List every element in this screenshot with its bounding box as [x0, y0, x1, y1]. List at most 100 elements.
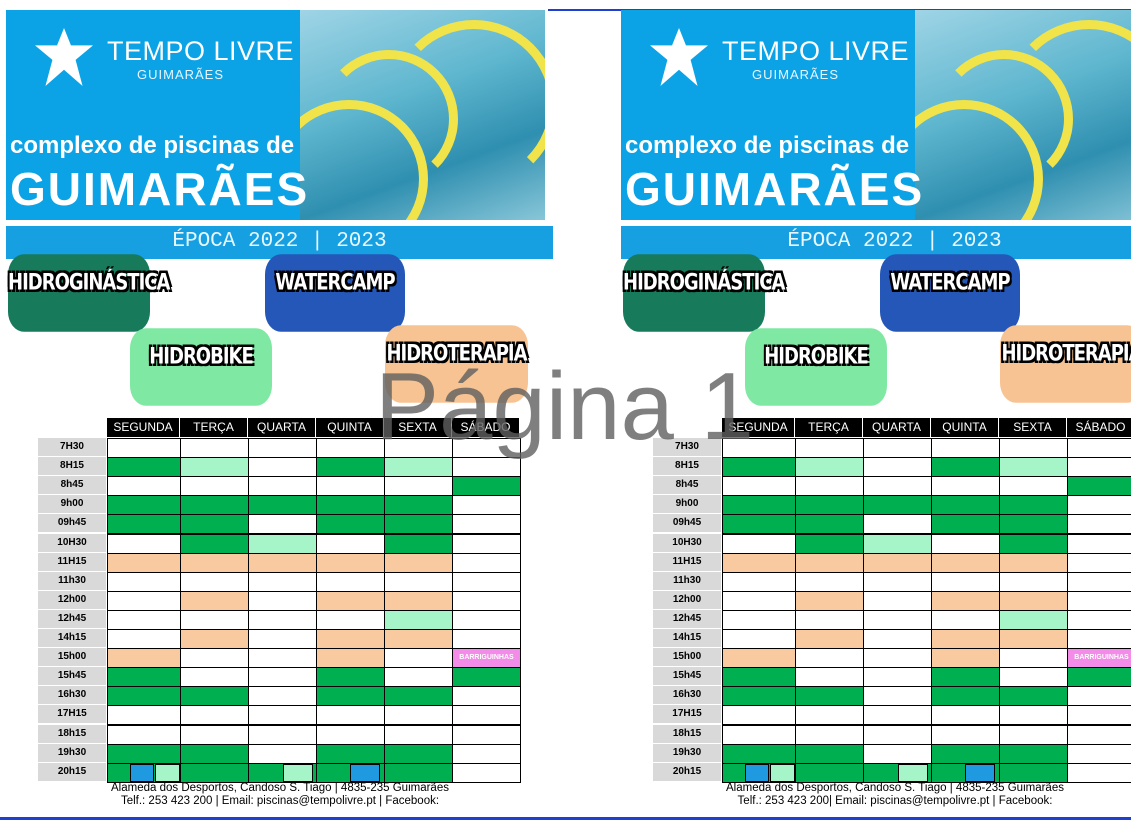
activity-badge: HIDROBIKE — [130, 328, 272, 406]
schedule-cell — [863, 686, 932, 707]
schedule-cell — [384, 686, 453, 707]
schedule-cell — [722, 476, 796, 497]
schedule-cell — [1067, 533, 1131, 554]
schedule-slot — [965, 763, 995, 782]
schedule-cell — [107, 457, 181, 478]
time-label: 20h15 — [653, 762, 721, 782]
schedule-cell — [931, 705, 1000, 726]
schedule-cell — [863, 476, 932, 497]
schedule-cell — [863, 457, 932, 478]
schedule-cell — [1067, 495, 1131, 516]
schedule-cell — [316, 609, 385, 630]
photo-detail — [915, 100, 1043, 220]
schedule-cell — [452, 686, 521, 707]
schedule-cell — [180, 609, 249, 630]
schedule-cell — [248, 667, 317, 688]
schedule-cell — [248, 533, 317, 554]
schedule-cell — [931, 609, 1000, 630]
day-header: TERÇA — [180, 418, 248, 437]
schedule-cell — [452, 514, 521, 535]
time-label: 09h45 — [38, 514, 106, 534]
schedule-cell — [1067, 438, 1131, 458]
time-label: 09h45 — [653, 514, 721, 534]
schedule-cell — [863, 590, 932, 611]
schedule-cell — [316, 476, 385, 497]
schedule-cell — [795, 590, 864, 611]
schedule-cell — [384, 609, 453, 630]
schedule-cell — [722, 514, 796, 535]
time-label: 20h15 — [38, 762, 106, 782]
schedule-slot — [745, 763, 769, 782]
schedule-cell — [107, 514, 181, 535]
schedule-cell — [180, 438, 249, 458]
time-label: 15h00 — [653, 648, 721, 668]
schedule-cell — [931, 552, 1000, 573]
schedule-cell — [795, 457, 864, 478]
schedule-cell — [107, 648, 181, 669]
schedule-cell — [931, 629, 1000, 649]
day-header: QUARTA — [863, 418, 931, 437]
time-label: 17H15 — [653, 705, 721, 725]
activity-badge: HIDROTERAPIA — [385, 325, 528, 403]
schedule-cell — [452, 724, 521, 745]
schedule-cell — [384, 762, 453, 783]
day-header: SEXTA — [384, 418, 452, 437]
schedule-cell — [180, 514, 249, 535]
schedule-cell — [384, 705, 453, 726]
schedule-cell — [722, 609, 796, 630]
season: ÉPOCA 2022 | 2023 — [6, 226, 553, 259]
time-label: 10H30 — [38, 533, 106, 553]
schedule-cell — [1067, 476, 1131, 497]
schedule-cell — [180, 743, 249, 764]
activity-badge: HIDROBIKE — [745, 328, 887, 406]
schedule-cell — [384, 667, 453, 688]
brand-sub: GUIMARÃES — [752, 67, 840, 82]
schedule-cell — [384, 648, 453, 669]
time-label: 8h45 — [38, 476, 106, 496]
schedule-cell — [795, 609, 864, 630]
schedule-cell — [107, 743, 181, 764]
day-header: SÁBADO — [1067, 418, 1131, 437]
schedule-cell — [452, 705, 521, 726]
footer-line: Telf.: 253 423 200| Email: piscinas@temp… — [737, 795, 1053, 807]
schedule-cell — [180, 590, 249, 611]
schedule-cell — [931, 514, 1000, 535]
schedule-cell — [1067, 743, 1131, 764]
schedule-cell — [1067, 629, 1131, 649]
schedule-cell — [999, 667, 1068, 688]
schedule-cell — [384, 571, 453, 592]
schedule-cell — [316, 648, 385, 669]
schedule-cell — [999, 762, 1068, 783]
schedule-cell — [107, 476, 181, 497]
schedule-slot — [350, 763, 380, 782]
schedule-cell — [999, 686, 1068, 707]
schedule-cell — [452, 533, 521, 554]
activity-badge: WATERCAMP — [880, 254, 1020, 332]
schedule-cell — [384, 495, 453, 516]
schedule-cell — [452, 743, 521, 764]
time-label: 12h45 — [38, 609, 106, 629]
schedule-cell — [1067, 514, 1131, 535]
schedule-cell — [931, 667, 1000, 688]
time-label: 11H15 — [38, 552, 106, 572]
activity-badge: HIDROGINÁSTICA — [8, 254, 170, 332]
schedule-cell — [999, 514, 1068, 535]
schedule-cell — [107, 724, 181, 745]
schedule-cell — [316, 571, 385, 592]
day-header: QUINTA — [316, 418, 384, 437]
schedule-slot — [283, 763, 313, 782]
time-label: 9h00 — [653, 495, 721, 515]
schedule-cell — [999, 724, 1068, 745]
schedule-cell — [180, 686, 249, 707]
schedule-cell — [931, 457, 1000, 478]
time-label: 12h45 — [653, 609, 721, 629]
time-label: 17H15 — [38, 705, 106, 725]
schedule-cell — [722, 590, 796, 611]
schedule-cell — [999, 705, 1068, 726]
schedule-cell — [795, 514, 864, 535]
schedule-cell — [452, 667, 521, 688]
brand: TEMPO LIVRE — [107, 36, 295, 66]
schedule-cell — [384, 533, 453, 554]
schedule-cell — [1067, 457, 1131, 478]
schedule-cell — [1067, 667, 1131, 688]
